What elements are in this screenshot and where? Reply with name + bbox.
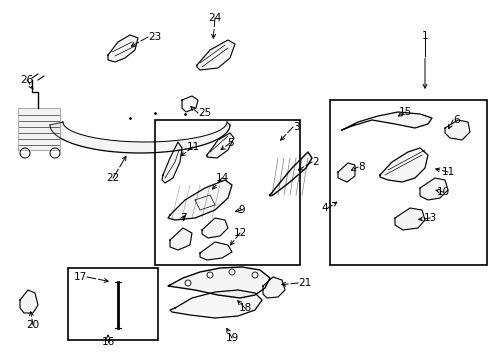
Text: 17: 17 (74, 272, 87, 282)
Polygon shape (202, 218, 227, 238)
Text: 26: 26 (20, 75, 34, 85)
Polygon shape (269, 152, 311, 196)
Text: 4: 4 (321, 203, 327, 213)
Bar (68, 268, 158, 340)
Polygon shape (170, 228, 192, 250)
Polygon shape (200, 242, 231, 260)
Polygon shape (170, 290, 262, 318)
Text: 25: 25 (198, 108, 211, 118)
Text: 10: 10 (436, 187, 448, 197)
Text: 16: 16 (101, 337, 114, 347)
Polygon shape (182, 96, 198, 112)
Text: 23: 23 (148, 32, 161, 42)
Polygon shape (337, 163, 354, 182)
Polygon shape (108, 35, 138, 62)
Text: 7: 7 (179, 213, 186, 223)
Text: 12: 12 (233, 228, 246, 238)
Text: 9: 9 (238, 205, 245, 215)
Text: 5: 5 (226, 138, 233, 148)
Text: 11: 11 (186, 142, 199, 152)
Polygon shape (168, 180, 231, 220)
Text: 3: 3 (292, 122, 299, 132)
Text: 20: 20 (26, 320, 40, 330)
Polygon shape (206, 133, 234, 158)
Polygon shape (341, 112, 431, 130)
Text: 19: 19 (225, 333, 238, 343)
Text: 14: 14 (215, 173, 228, 183)
Text: 1: 1 (421, 31, 427, 41)
Polygon shape (168, 267, 269, 298)
Text: 24: 24 (208, 13, 221, 23)
Polygon shape (263, 277, 285, 298)
Text: 21: 21 (297, 278, 311, 288)
Polygon shape (419, 178, 447, 200)
Polygon shape (20, 290, 38, 313)
Polygon shape (50, 122, 229, 153)
Polygon shape (394, 208, 424, 230)
Bar (329, 100, 486, 265)
Text: 8: 8 (357, 162, 364, 172)
Text: 22: 22 (106, 173, 120, 183)
Bar (155, 120, 299, 265)
Polygon shape (197, 40, 235, 70)
Text: 11: 11 (441, 167, 454, 177)
Bar (18, 108, 60, 150)
Polygon shape (162, 142, 182, 183)
Polygon shape (444, 120, 469, 140)
Text: 13: 13 (423, 213, 436, 223)
Text: 18: 18 (238, 303, 251, 313)
Polygon shape (379, 148, 427, 182)
Text: 2: 2 (311, 157, 318, 167)
Text: 6: 6 (452, 115, 459, 125)
Text: 15: 15 (398, 107, 411, 117)
